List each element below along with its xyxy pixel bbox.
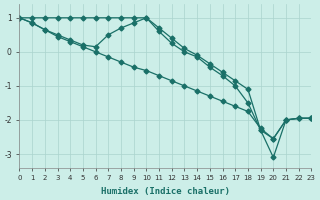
X-axis label: Humidex (Indice chaleur): Humidex (Indice chaleur) (101, 187, 230, 196)
